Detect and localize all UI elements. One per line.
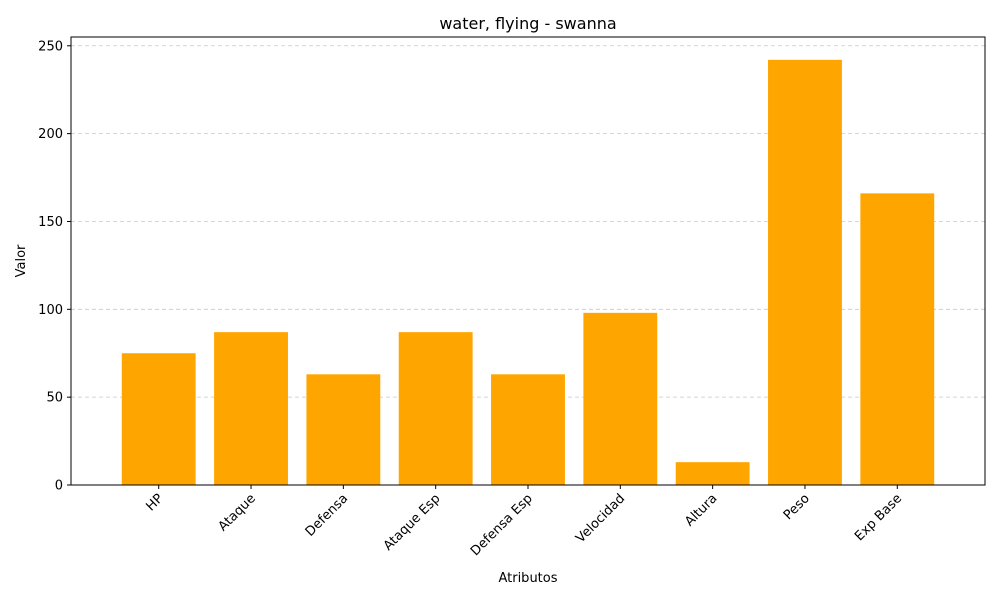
y-axis-label: Valor <box>14 244 29 277</box>
y-tick-label: 0 <box>55 479 63 494</box>
bar-altura <box>675 462 750 485</box>
x-tick-label: Ataque Esp <box>381 491 444 554</box>
bar-defensa-esp <box>491 374 565 485</box>
x-axis-label: Atributos <box>498 571 557 586</box>
bars <box>121 59 935 486</box>
x-axis-ticks: HP Ataque Defensa Ataque Esp Defensa Esp Velo… <box>143 485 905 559</box>
y-tick-label: 50 <box>46 391 63 406</box>
x-tick-label: Defensa <box>303 491 351 539</box>
x-tick-label: Exp Base <box>852 491 905 544</box>
y-tick-label: 100 <box>38 303 63 318</box>
x-tick-label: HP <box>143 491 166 514</box>
bar-hp <box>121 353 196 485</box>
x-tick-label: Defensa Esp <box>468 491 536 559</box>
bar-peso <box>768 59 842 486</box>
bar-ataque <box>214 332 288 485</box>
y-tick-label: 200 <box>38 127 63 142</box>
x-tick-label: Altura <box>682 491 720 529</box>
chart-title: water, flying - swanna <box>439 14 616 33</box>
y-tick-label: 250 <box>38 39 63 54</box>
bar-ataque-esp <box>398 332 473 485</box>
bar-exp-base <box>860 193 935 485</box>
y-tick-label: 150 <box>38 215 63 230</box>
y-axis-ticks: 0 50 100 150 200 250 <box>38 39 71 494</box>
bar-velocidad <box>583 312 658 485</box>
x-tick-label: Ataque <box>216 491 259 534</box>
grid-lines <box>71 45 985 398</box>
x-tick-label: Peso <box>781 491 813 523</box>
x-tick-label: Velocidad <box>573 491 628 546</box>
bar-defensa <box>306 374 381 485</box>
